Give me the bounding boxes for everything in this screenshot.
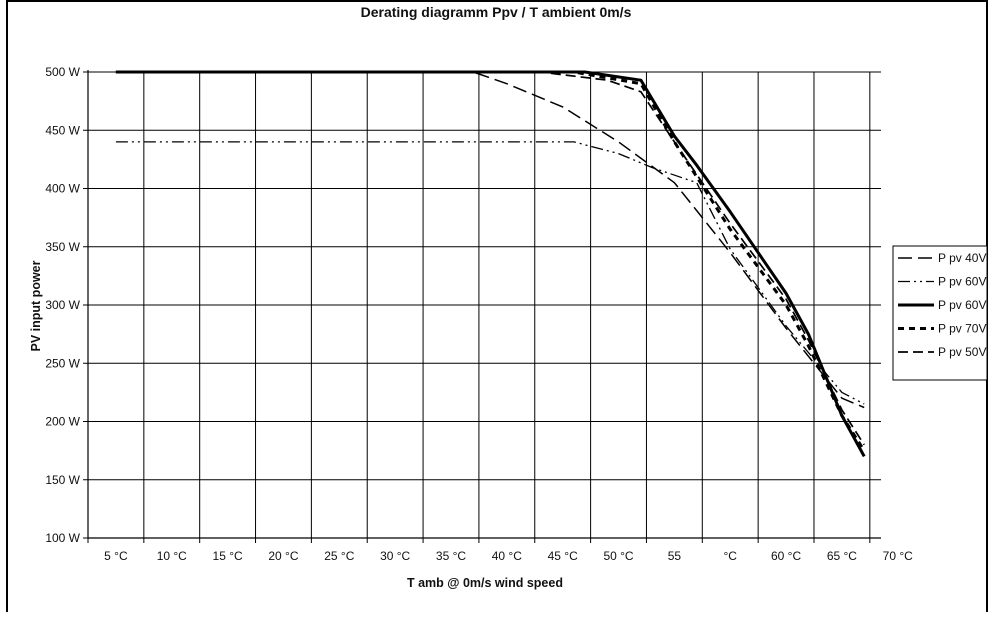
y-tick-label: 350 W — [45, 240, 80, 254]
x-tick-label: 15 °C — [213, 549, 243, 563]
y-tick-label: 400 W — [45, 182, 80, 196]
x-tick-label: 45 °C — [548, 549, 578, 563]
x-tick-label: 35 °C — [436, 549, 466, 563]
axes — [83, 70, 881, 543]
chart-frame — [6, 0, 988, 612]
legend-label-3: P pv 60V — [938, 298, 986, 312]
x-tick-label: 40 °C — [492, 549, 522, 563]
x-axis-label: T amb @ 0m/s wind speed — [407, 576, 563, 590]
series-lines — [115, 70, 866, 458]
y-tick-label: 250 W — [45, 356, 80, 370]
grid — [87, 71, 881, 539]
x-tick-label: 50 °C — [603, 549, 633, 563]
legend-box — [892, 245, 988, 381]
x-tick-label: 70 °C — [883, 549, 913, 563]
x-tick-label: 10 °C — [157, 549, 187, 563]
x-tick-label: 55 — [668, 549, 682, 563]
x-tick-label: 25 °C — [324, 549, 354, 563]
y-axis-label: PV input power — [29, 260, 43, 351]
y-tick-label: 100 W — [45, 531, 80, 545]
y-tick-label: 300 W — [45, 298, 80, 312]
series-line-3 — [115, 70, 866, 458]
legend-label-5: P pv 50V — [938, 345, 986, 359]
series-line-5 — [115, 71, 865, 446]
legend-label-4: P pv 70V — [938, 322, 986, 336]
x-tick-label: 60 °C — [771, 549, 801, 563]
y-tick-label: 150 W — [45, 473, 80, 487]
y-tick-label: 450 W — [45, 123, 80, 137]
legend-label-1: P pv 40V — [938, 251, 986, 265]
series-line-2 — [115, 141, 865, 405]
legend: P pv 40V P pv 60V P pv 60V P pv 70V P pv 50V — [892, 245, 988, 381]
series-line-1 — [115, 71, 865, 409]
chart-title: Derating diagramm Ppv / T ambient 0m/s — [361, 4, 632, 20]
x-tick-label: 30 °C — [380, 549, 410, 563]
x-tick-label: °C — [723, 549, 737, 563]
legend-label-2: P pv 60V — [938, 275, 986, 289]
y-tick-labels: 100 W 150 W 200 W 250 W 300 W 350 W 400 W 450 W… — [45, 65, 80, 545]
x-tick-labels: 5 °C 10 °C 15 °C 20 °C 25 °C 30 °C 35 °C 40 °C 4… — [104, 549, 913, 563]
y-tick-label: 500 W — [45, 65, 80, 79]
x-tick-label: 5 °C — [104, 549, 128, 563]
x-tick-label: 65 °C — [827, 549, 857, 563]
y-tick-label: 200 W — [45, 415, 80, 429]
series-line-4 — [115, 70, 866, 452]
x-tick-label: 20 °C — [268, 549, 298, 563]
